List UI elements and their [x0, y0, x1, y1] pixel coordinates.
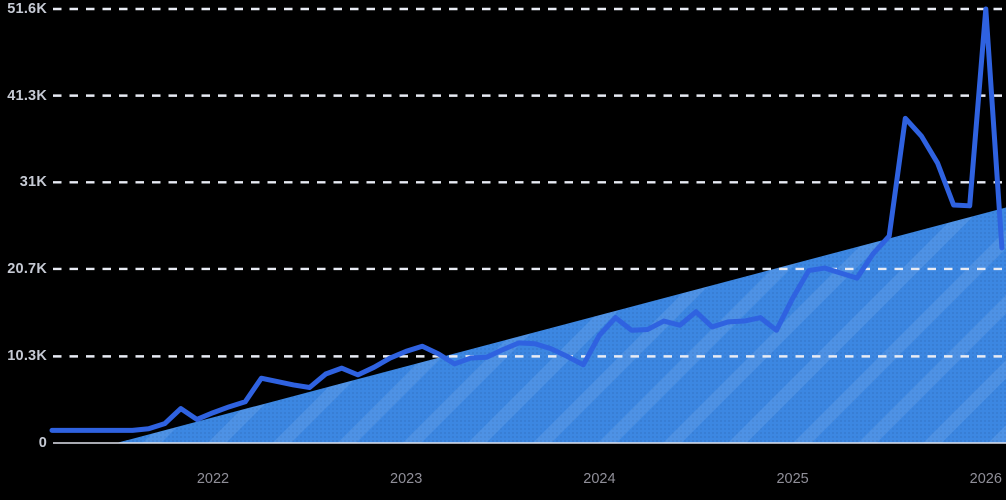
y-tick-label: 41.3K [7, 87, 47, 104]
x-tick-label: 2022 [196, 471, 230, 487]
y-tick-label: 10.3K [7, 348, 47, 365]
x-tick-label: 2024 [583, 471, 616, 487]
y-tick-label: 0 [38, 435, 47, 451]
x-tick-label: 2026 [969, 471, 1002, 487]
y-tick-label: 31K [19, 174, 47, 191]
x-tick-label: 2023 [390, 471, 423, 487]
trend-area-hatch-texture [116, 207, 1006, 443]
line-layer [49, 6, 1005, 433]
gridline-layer [53, 7, 1006, 444]
y-tick-label: 51.6K [7, 1, 47, 17]
trend-area-layer [116, 207, 1006, 443]
volume-line [49, 6, 1005, 433]
x-tick-label: 2025 [776, 471, 809, 487]
y-tick-label: 20.7K [7, 260, 47, 277]
